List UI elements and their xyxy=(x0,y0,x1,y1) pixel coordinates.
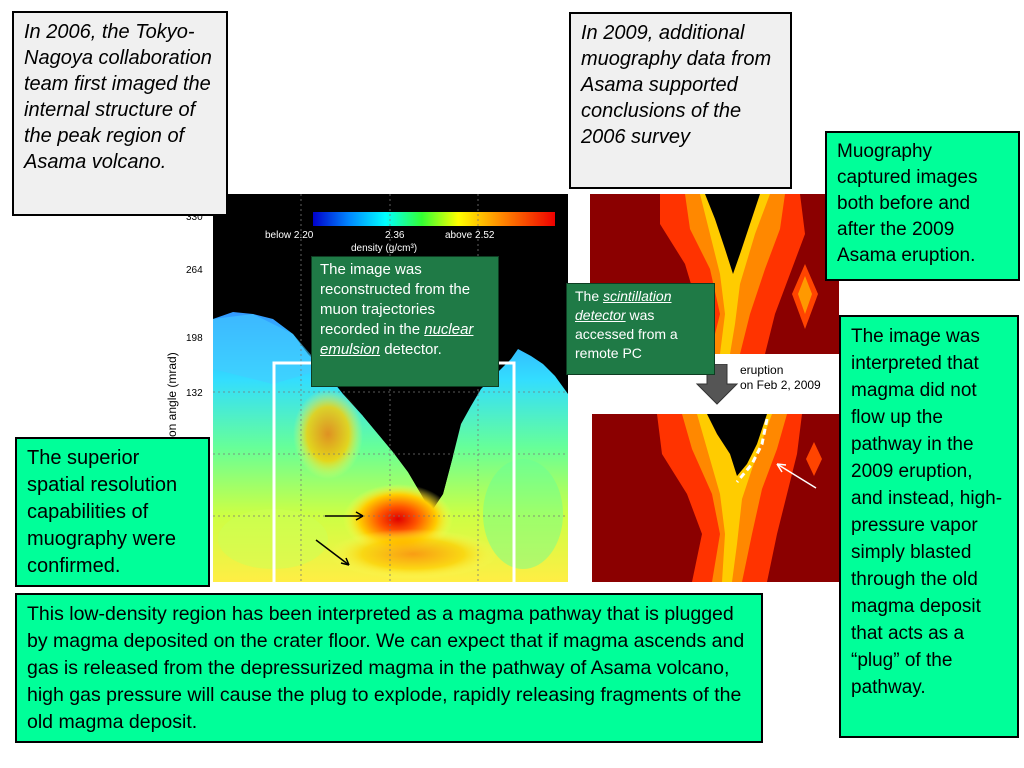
colorbar-high-label: above 2.52 xyxy=(445,230,495,241)
nuclear-emulsion-link: nuclear emulsion xyxy=(320,321,474,358)
density-map-image: below 2.20 2.36 above 2.52 density (g/cm… xyxy=(213,194,568,582)
density-map-graphic xyxy=(213,194,568,582)
before-eruption-graphic xyxy=(660,194,818,354)
after-eruption-image xyxy=(592,414,839,582)
muography-captured-note: Muography captured images both before an… xyxy=(825,131,1020,281)
interpretation-note: The image was interpreted that magma did… xyxy=(839,315,1019,738)
reconstruction-note-text-after: detector. xyxy=(380,341,442,358)
eruption-label-line2: on Feb 2, 2009 xyxy=(740,378,821,392)
reconstruction-note-text-before: The image was reconstructed from the muo… xyxy=(320,261,471,338)
y-axis-label: on angle (mrad) xyxy=(165,352,179,437)
y-tick-330: 330 xyxy=(186,212,203,223)
before-eruption-image xyxy=(590,194,839,354)
colorbar-title: density (g/cm³) xyxy=(351,243,418,254)
low-density-region-note: This low-density region has been interpr… xyxy=(15,593,763,743)
note-2006: In 2006, the Tokyo-Nagoya collaboration … xyxy=(12,11,228,216)
note-2009: In 2009, additional muography data from … xyxy=(569,12,792,189)
colorbar-low-label: below 2.20 xyxy=(265,230,314,241)
eruption-label-line1: eruption xyxy=(740,363,784,377)
y-tick-132: 132 xyxy=(186,388,203,399)
after-eruption-graphic xyxy=(657,414,822,582)
scintillation-detector-link: scintillation detector xyxy=(575,288,672,323)
reconstruction-note: The image was reconstructed from the muo… xyxy=(311,256,499,387)
scintillation-note-text-after: was accessed from a remote PC xyxy=(575,307,678,361)
scintillation-note-text-before: The xyxy=(575,288,604,304)
y-tick-264: 264 xyxy=(186,265,203,276)
superior-resolution-note: The superior spatial resolution capabili… xyxy=(15,437,210,587)
colorbar-mid-label: 2.36 xyxy=(385,230,405,241)
eruption-label: eruption on Feb 2, 2009 xyxy=(740,363,821,393)
scintillation-note: The scintillation detector was accessed … xyxy=(566,283,715,375)
y-tick-198: 198 xyxy=(186,333,203,344)
